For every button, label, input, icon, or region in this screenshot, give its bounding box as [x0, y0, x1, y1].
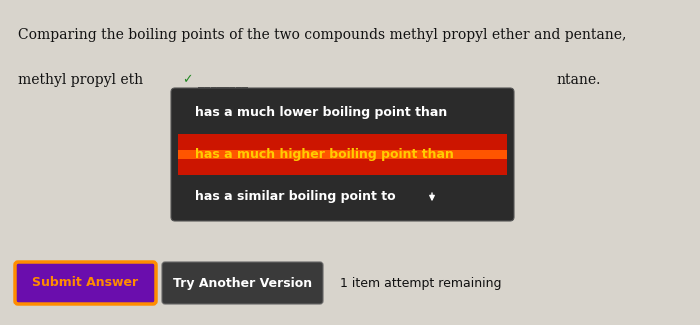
Text: ✓: ✓ — [182, 73, 192, 86]
FancyBboxPatch shape — [15, 262, 156, 304]
Text: methyl propyl eth: methyl propyl eth — [18, 73, 143, 87]
Bar — [178, 150, 507, 159]
FancyBboxPatch shape — [162, 262, 323, 304]
Text: has a much lower boiling point than: has a much lower boiling point than — [195, 106, 447, 119]
Text: ntane.: ntane. — [556, 73, 601, 87]
Text: has a similar boiling point to: has a similar boiling point to — [195, 190, 395, 203]
Text: has a much higher boiling point than: has a much higher boiling point than — [195, 148, 454, 161]
Text: 1 item attempt remaining: 1 item attempt remaining — [340, 277, 501, 290]
Bar — [178, 134, 507, 175]
FancyBboxPatch shape — [171, 88, 514, 221]
Text: Submit Answer: Submit Answer — [32, 277, 139, 290]
Text: Comparing the boiling points of the two compounds methyl propyl ether and pentan: Comparing the boiling points of the two … — [18, 28, 626, 42]
Text: Try Another Version: Try Another Version — [173, 277, 312, 290]
Text: ________: ________ — [198, 75, 248, 88]
